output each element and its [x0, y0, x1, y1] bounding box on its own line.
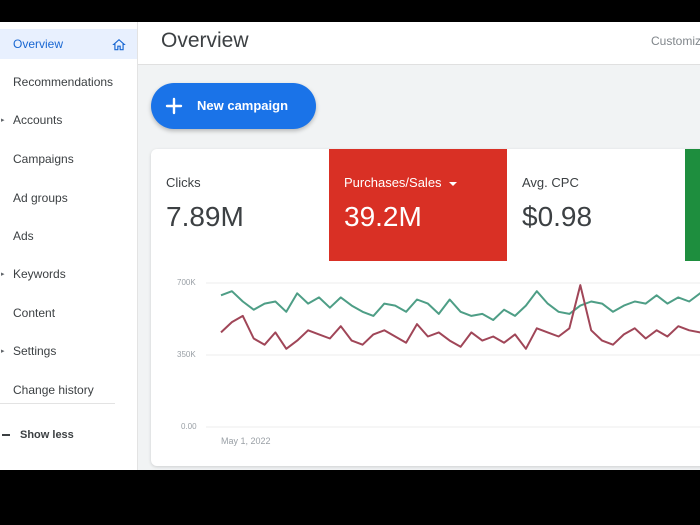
sidebar-divider: [0, 403, 115, 404]
show-less-toggle[interactable]: Show less: [0, 420, 137, 450]
sidebar-item-label: Accounts: [13, 113, 63, 127]
performance-card: Clicks 7.89M Purchases/Sales 39.2M Avg. …: [151, 149, 700, 466]
chart-series-line-0: [220, 290, 700, 321]
sidebar-item-content[interactable]: Content: [0, 298, 137, 328]
y-tick-label: 350K: [177, 350, 196, 359]
sidebar-item-label: Ads: [13, 229, 34, 243]
expand-arrow-icon: ▸: [1, 348, 5, 355]
home-icon: [112, 38, 126, 51]
sidebar-item-accounts[interactable]: ▸ Accounts: [0, 105, 137, 135]
sidebar-item-label: Settings: [13, 344, 57, 358]
new-campaign-label: New campaign: [197, 98, 289, 113]
metric-value: 39.2M: [344, 201, 422, 232]
metric-tile-clicks[interactable]: Clicks 7.89M: [151, 149, 328, 261]
top-bar: Overview Customize: [138, 22, 700, 65]
new-campaign-button[interactable]: New campaign: [151, 83, 316, 129]
sidebar-item-label: Change history: [13, 383, 94, 397]
show-less-label: Show less: [20, 429, 74, 441]
sidebar-item-settings[interactable]: ▸ Settings: [0, 336, 137, 366]
sidebar-item-overview[interactable]: Overview: [0, 29, 137, 59]
sidebar-item-label: Overview: [13, 37, 64, 51]
customize-link[interactable]: Customize: [651, 34, 700, 48]
sidebar-item-campaigns[interactable]: Campaigns: [0, 144, 137, 174]
metric-tile-purchases-sales[interactable]: Purchases/Sales 39.2M: [329, 149, 507, 261]
metric-value: 7.89M: [166, 201, 244, 232]
metric-tile-partial[interactable]: [685, 149, 700, 261]
chart-series-line-1: [220, 284, 700, 350]
sidebar-item-recommendations[interactable]: Recommendations: [0, 67, 137, 97]
x-tick-label: May 1, 2022: [221, 436, 271, 446]
page-title: Overview: [161, 29, 249, 52]
dropdown-caret-icon: [448, 181, 457, 186]
sidebar-item-label: Content: [13, 306, 56, 320]
y-tick-label: 0.00: [181, 422, 197, 431]
sidebar-item-keywords[interactable]: ▸ Keywords: [0, 259, 137, 289]
metric-tile-avg-cpc[interactable]: Avg. CPC $0.98: [507, 149, 685, 261]
expand-arrow-icon: ▸: [1, 271, 5, 278]
metric-label: Purchases/Sales: [344, 175, 457, 190]
sidebar-item-ad-groups[interactable]: Ad groups: [0, 183, 137, 213]
sidebar-item-label: Keywords: [13, 267, 66, 281]
sidebar: Overview Recommendations ▸ Accounts Camp…: [0, 22, 138, 470]
sidebar-item-label: Campaigns: [13, 152, 74, 166]
metric-label: Avg. CPC: [522, 175, 579, 190]
y-tick-label: 700K: [177, 278, 196, 287]
plus-icon: [165, 97, 183, 115]
sidebar-item-change-history[interactable]: Change history: [0, 375, 137, 405]
line-chart: 700K 350K 0.00 May 1, 2022: [177, 278, 700, 446]
sidebar-item-label: Ad groups: [13, 191, 68, 205]
metric-label: Clicks: [166, 175, 201, 190]
metric-value: $0.98: [522, 201, 593, 232]
collapse-dash-icon: [2, 434, 10, 436]
app-screen: Overview Recommendations ▸ Accounts Camp…: [0, 22, 700, 470]
sidebar-item-label: Recommendations: [13, 75, 114, 89]
sidebar-item-ads[interactable]: Ads: [0, 221, 137, 251]
expand-arrow-icon: ▸: [1, 117, 5, 124]
